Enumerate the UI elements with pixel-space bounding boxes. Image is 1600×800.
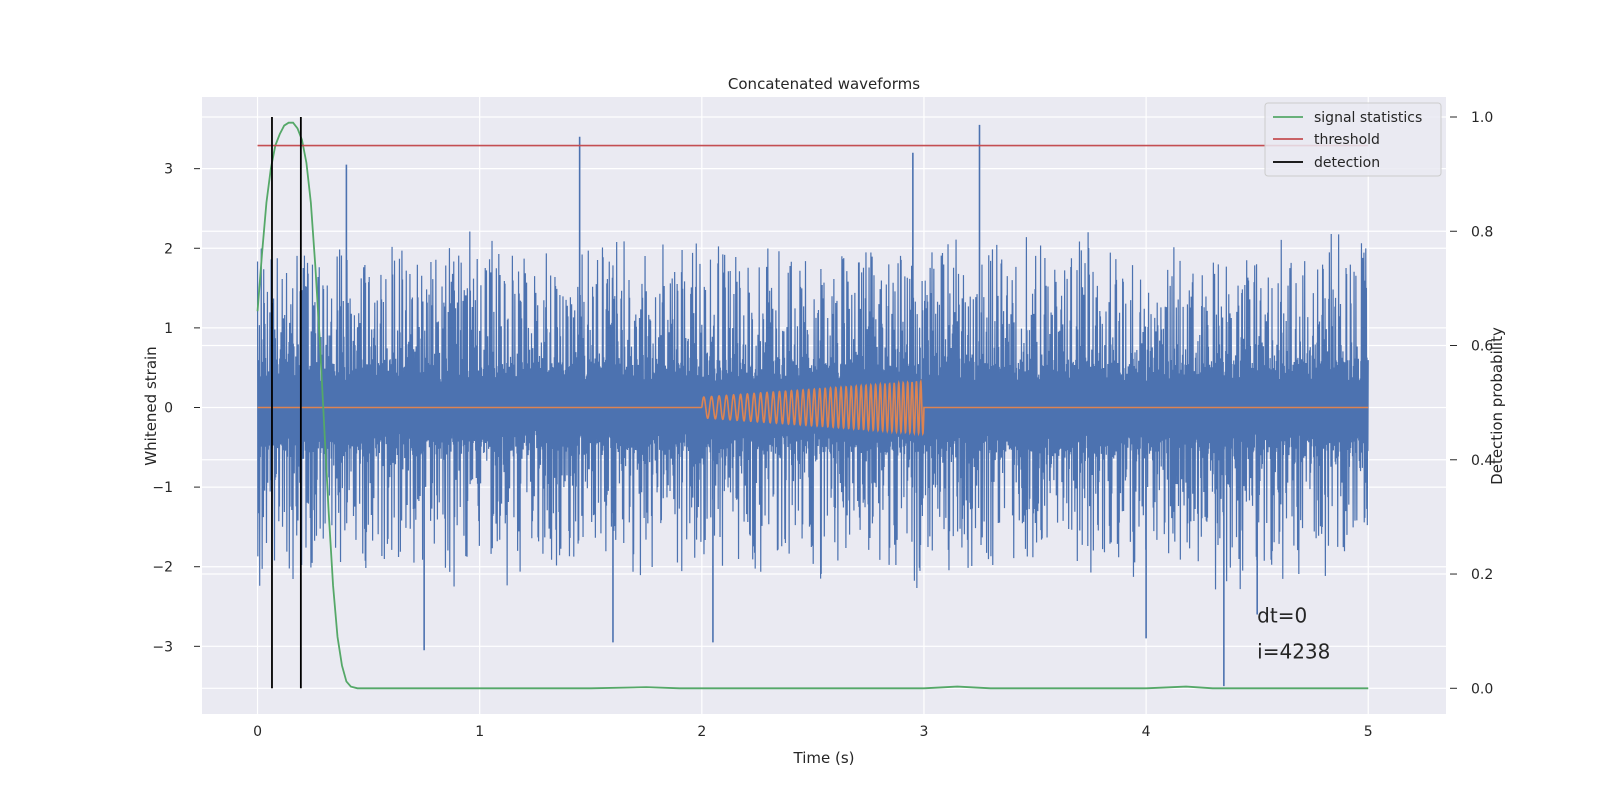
chirp-trace bbox=[257, 378, 1369, 437]
y-tick-label: 2 bbox=[164, 241, 173, 257]
x-tick-label: 3 bbox=[920, 724, 929, 740]
annotations: dt=0 i=4238 bbox=[1257, 603, 1330, 663]
whitened-noise-series bbox=[256, 124, 1369, 687]
y2-tick-label: 0.4 bbox=[1471, 453, 1493, 469]
x-tick-label: 4 bbox=[1142, 724, 1151, 740]
y-tick-label: −3 bbox=[152, 639, 173, 655]
y-tick-label: 1 bbox=[164, 321, 173, 337]
y-tick-label: −2 bbox=[152, 560, 173, 576]
x-tick-label: 1 bbox=[475, 724, 484, 740]
x-axis-label: Time (s) bbox=[793, 749, 855, 767]
legend-box bbox=[1264, 102, 1442, 177]
y2-tick-label: 0.0 bbox=[1471, 681, 1493, 697]
signal-statistics-line bbox=[256, 121, 1369, 690]
y2-tick-label: 0.8 bbox=[1471, 224, 1493, 240]
annotation-text: dt=0 bbox=[1257, 603, 1307, 627]
ticks: 0 1 2 3 4 5 −3 −2 −1 0 1 2 3 0.0 0.2 0.4 0.6 0.8 1.0 bbox=[152, 110, 1493, 740]
y-tick-label: −1 bbox=[152, 480, 173, 496]
legend-label-detection: detection bbox=[1314, 155, 1380, 171]
y-axis-label: Whitened strain bbox=[142, 346, 160, 465]
y-tick-label: 0 bbox=[164, 400, 173, 416]
y-tick-label: 3 bbox=[164, 162, 173, 178]
noise-trace bbox=[256, 231, 1369, 590]
legend-label-signal-statistics: signal statistics bbox=[1314, 110, 1422, 126]
y2-tick-label: 0.6 bbox=[1471, 339, 1493, 355]
chart-title: Concatenated waveforms bbox=[728, 75, 920, 93]
x-tick-label: 5 bbox=[1364, 724, 1373, 740]
x-tick-label: 2 bbox=[697, 724, 706, 740]
signal-statistics-series bbox=[256, 121, 1369, 690]
legend-label-threshold: threshold bbox=[1314, 132, 1380, 148]
y2-axis-label: Detection probability bbox=[1488, 327, 1506, 485]
annotation-text: i=4238 bbox=[1257, 639, 1330, 663]
y2-tick-label: 1.0 bbox=[1471, 110, 1493, 126]
x-tick-label: 0 bbox=[253, 724, 262, 740]
detection-series bbox=[271, 116, 302, 689]
y2-tick-label: 0.2 bbox=[1471, 567, 1493, 583]
legend: signal statistics threshold detection bbox=[1264, 102, 1442, 177]
chirp-series bbox=[257, 378, 1369, 437]
